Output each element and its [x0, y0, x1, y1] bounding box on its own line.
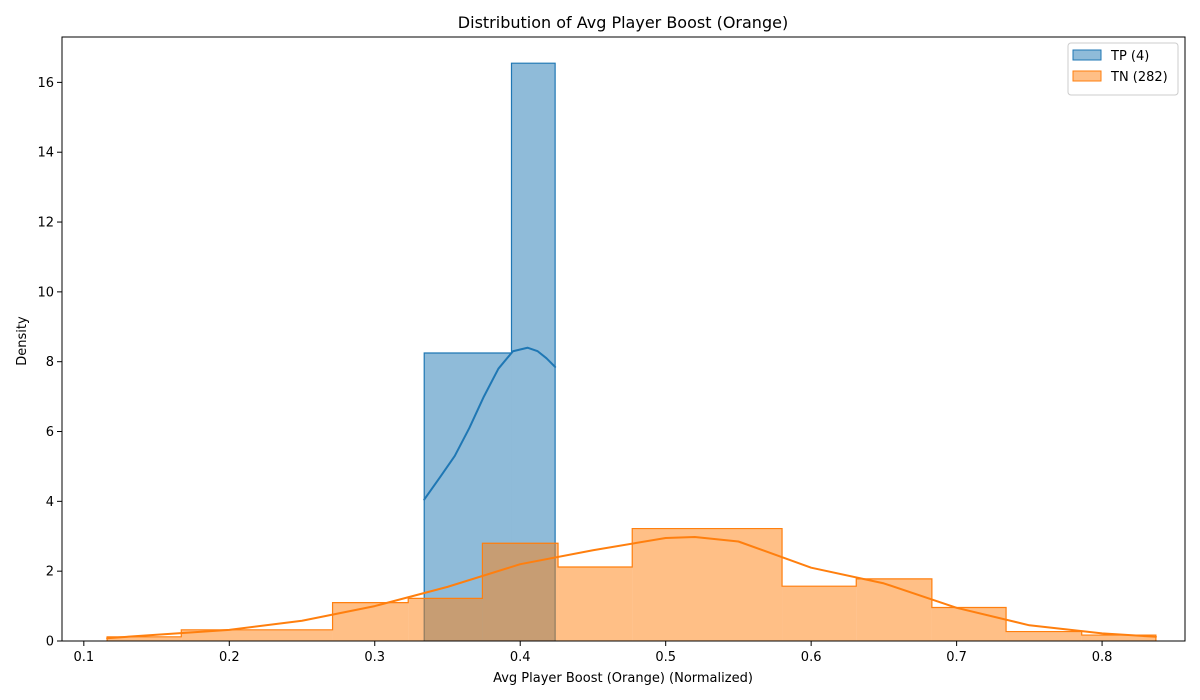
histogram-bar — [1081, 635, 1156, 641]
histogram-bar — [181, 629, 333, 641]
chart-title: Distribution of Avg Player Boost (Orange… — [458, 13, 788, 32]
histogram-bar — [558, 566, 633, 641]
y-tick-label: 12 — [37, 216, 54, 231]
x-tick-label: 0.1 — [73, 650, 94, 665]
y-tick-label: 2 — [46, 565, 54, 580]
histogram-bar — [107, 636, 182, 641]
legend-swatch — [1072, 70, 1102, 82]
y-tick-label: 0 — [46, 635, 54, 650]
histogram-bar — [931, 607, 1007, 641]
x-tick-label: 0.7 — [946, 650, 967, 665]
legend-label: TN (282) — [1110, 70, 1168, 85]
x-tick-label: 0.2 — [219, 650, 240, 665]
histogram-bar — [856, 578, 932, 641]
series-1 — [106, 527, 1157, 641]
histogram-bar — [332, 602, 409, 641]
histogram-bar — [632, 528, 783, 641]
histogram-outline — [106, 527, 1157, 641]
x-tick-label: 0.8 — [1092, 650, 1113, 665]
x-axis-label: Avg Player Boost (Orange) (Normalized) — [493, 671, 753, 686]
histogram-outline — [423, 62, 556, 641]
x-tick-label: 0.5 — [655, 650, 676, 665]
legend: TP (4) TN (282) — [1067, 42, 1179, 96]
axes-frame — [61, 36, 1186, 642]
kde-line — [423, 346, 557, 501]
histogram-bar — [408, 598, 483, 641]
y-tick-label: 4 — [46, 495, 54, 510]
y-tick-label: 14 — [37, 146, 54, 161]
y-tick-label: 10 — [37, 285, 54, 300]
y-axis-label: Density — [15, 316, 30, 366]
y-tick-label: 8 — [46, 355, 54, 370]
series-0 — [423, 62, 557, 641]
histogram-bar — [782, 586, 857, 641]
y-tick-label: 6 — [46, 425, 54, 440]
plot-area — [106, 62, 1157, 641]
kde-line — [106, 535, 1157, 640]
x-tick-label: 0.6 — [801, 650, 822, 665]
y-tick-label: 16 — [37, 76, 54, 91]
histogram-bar — [1006, 631, 1082, 641]
axes: 0.1 0.2 0.3 0.4 0.5 0.6 0.7 0.8 0 2 4 6 8 10 12 14 16 — [37, 36, 1186, 665]
histogram-bar — [482, 543, 559, 641]
x-tick-label: 0.3 — [364, 650, 385, 665]
legend-label: TP (4) — [1110, 49, 1149, 64]
legend-swatch — [1072, 49, 1102, 61]
x-tick-label: 0.4 — [510, 650, 531, 665]
